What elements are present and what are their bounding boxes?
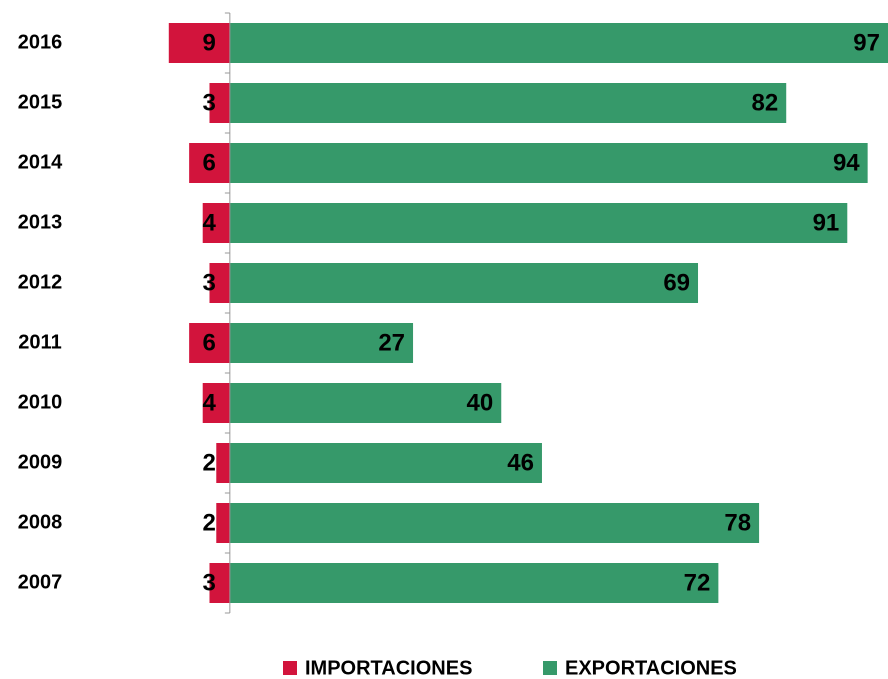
bar [229,263,699,303]
legend-label: EXPORTACIONES [565,657,737,679]
data-label: 78 [724,509,751,536]
legend-swatch [543,661,557,675]
y-tick-label: 2016 [18,31,63,53]
data-label: 2 [202,509,215,536]
y-tick-label: 2011 [18,331,61,353]
data-label: 2 [202,449,215,476]
bar [229,323,414,363]
data-label: 91 [813,209,840,236]
data-label: 9 [202,29,215,56]
legend-label: IMPORTACIONES [305,657,472,679]
bar [209,563,230,603]
data-label: 72 [684,569,711,596]
data-label: 4 [202,209,216,236]
y-tick-label: 2008 [18,511,63,533]
bar [202,203,230,243]
y-tick-label: 2010 [18,391,63,413]
bar [202,383,230,423]
bar [189,143,230,183]
bar [209,83,230,123]
y-tick-label: 2014 [18,151,63,173]
bar [229,23,888,63]
bar [229,503,760,543]
bar [216,503,230,543]
bar [229,443,542,483]
bar [229,383,502,423]
data-label: 97 [853,29,880,56]
y-tick-label: 2009 [18,451,63,473]
bar [229,143,868,183]
bar [209,263,230,303]
data-label: 6 [202,149,215,176]
bar [168,23,230,63]
legend-swatch [283,661,297,675]
bar [229,83,787,123]
data-label: 3 [202,269,215,296]
bar [229,203,848,243]
data-label: 3 [202,89,215,116]
data-label: 69 [663,269,690,296]
bar [229,563,719,603]
data-label: 94 [833,149,860,176]
bar [189,323,230,363]
y-tick-label: 2012 [18,271,63,293]
data-label: 6 [202,329,215,356]
y-tick-label: 2015 [18,91,63,113]
bar [216,443,230,483]
data-label: 82 [752,89,779,116]
data-label: 40 [467,389,494,416]
y-tick-label: 2007 [18,571,63,593]
data-label: 46 [507,449,534,476]
data-label: 4 [202,389,216,416]
data-label: 27 [378,329,405,356]
y-tick-label: 2013 [18,211,63,233]
data-label: 3 [202,569,215,596]
